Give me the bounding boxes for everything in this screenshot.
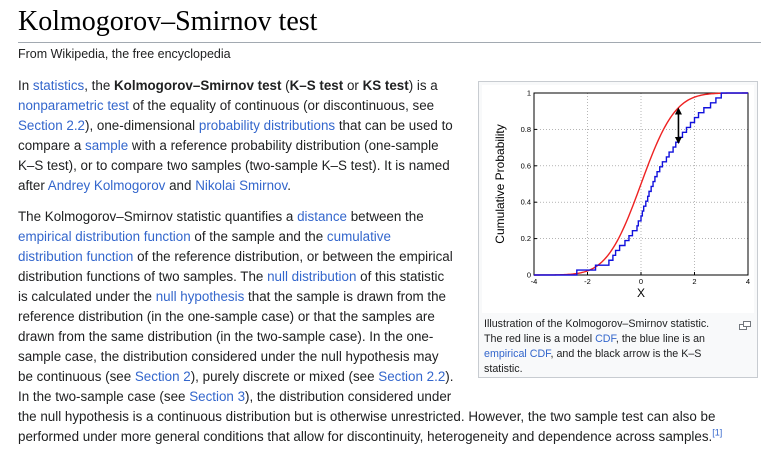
x-tick-label: 4 [746, 277, 750, 286]
reference-1[interactable]: [1] [712, 427, 723, 438]
figure-caption: Illustration of the Kolmogorov–Smirnov s… [484, 318, 710, 375]
figure-spacer [476, 80, 758, 380]
link-probability-distributions[interactable]: probability distributions [198, 118, 336, 133]
link-empirical-distribution-function[interactable]: empirical distribution function [18, 229, 191, 244]
link-nonparametric-test[interactable]: nonparametric test [18, 98, 129, 113]
magnify-clip-icon[interactable] [739, 321, 751, 330]
empirical-cdf-line [534, 92, 748, 276]
link-section-2[interactable]: Section 2 [134, 369, 191, 384]
ks-plot[interactable]: -4 -2 0 2 4 0 0.2 0.4 0.6 0.8 1 X Cumulative Probabi… [482, 85, 754, 313]
y-tick-label: 0.4 [521, 198, 531, 207]
link-cdf[interactable]: CDF [595, 333, 616, 345]
x-axis-label: X [637, 286, 645, 300]
link-sample[interactable]: sample [85, 138, 129, 153]
ks-arrow-head-up [674, 107, 682, 115]
y-tick-label: 0.8 [521, 125, 531, 134]
link-section-3[interactable]: Section 3 [189, 389, 246, 404]
link-section-2-2[interactable]: Section 2.2 [18, 118, 85, 133]
x-tick-label: 0 [639, 277, 643, 286]
link-section-2-2-b[interactable]: Section 2.2 [378, 369, 446, 384]
y-axis-label: Cumulative Probability [493, 124, 507, 243]
page-title: Kolmogorov–Smirnov test [18, 6, 318, 37]
y-tick-label: 0.6 [521, 161, 531, 170]
y-tick-label: 1 [527, 89, 531, 98]
intro-paragraph: In statistics, the Kolmogorov–Smirnov te… [18, 78, 453, 193]
y-tick-label: 0.2 [521, 234, 531, 243]
x-tick-label: 2 [692, 277, 696, 286]
link-andrey-kolmogorov[interactable]: Andrey Kolmogorov [47, 178, 166, 193]
title-divider [18, 42, 761, 43]
link-null-hypothesis[interactable]: null hypothesis [155, 289, 245, 304]
link-statistics[interactable]: statistics [32, 78, 85, 93]
x-tick-label: -2 [584, 277, 591, 286]
article-body: In statistics, the Kolmogorov–Smirnov te… [18, 76, 758, 458]
ks-arrow-head-down [674, 136, 682, 144]
statistic-paragraph: The Kolmogorov–Smirnov statistic quantif… [18, 209, 723, 444]
x-tick-label: -4 [531, 277, 538, 286]
figure-infobox: -4 -2 0 2 4 0 0.2 0.4 0.6 0.8 1 X Cumulative Probabi… [478, 81, 758, 378]
site-tagline: From Wikipedia, the free encyclopedia [18, 47, 231, 61]
link-distance[interactable]: distance [297, 209, 347, 224]
link-cumulative-distribution-function[interactable]: cumulative distribution function [18, 229, 391, 264]
link-empirical-cdf[interactable]: empirical CDF [484, 348, 551, 360]
y-tick-label: 0 [527, 271, 531, 280]
link-null-distribution[interactable]: null distribution [267, 269, 357, 284]
link-nikolai-smirnov[interactable]: Nikolai Smirnov [195, 178, 288, 193]
